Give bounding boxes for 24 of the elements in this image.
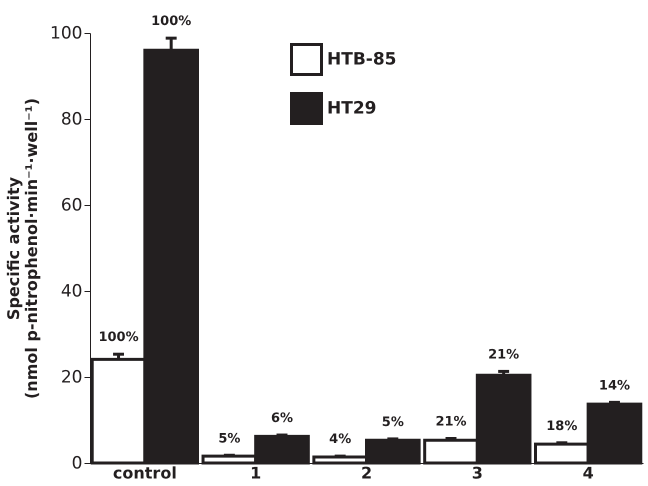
legend-label: HT29 xyxy=(327,98,376,118)
annotation: 18% xyxy=(546,418,578,434)
y-tick-label: 40 xyxy=(60,282,82,302)
annotation: 6% xyxy=(270,411,294,426)
annotation: 4% xyxy=(329,432,352,448)
y-tick-label: 60 xyxy=(60,196,82,216)
y-axis-title: Specific activity (nmol p-nitrophenol·min⁻¹·well⁻¹) xyxy=(4,98,42,400)
annotation: 5% xyxy=(382,414,404,430)
x-tick-label: 1 xyxy=(250,464,262,482)
annotation: 21% xyxy=(488,347,520,362)
x-tick-label: control xyxy=(112,464,177,482)
legend-label: HTB-85 xyxy=(327,50,396,70)
x-tick-label: 2 xyxy=(360,464,372,482)
annotation: 21% xyxy=(435,414,467,430)
annotation: 100% xyxy=(98,330,139,346)
y-tick-label: 80 xyxy=(60,110,82,130)
y-tick-label: 0 xyxy=(72,454,82,474)
y-tick-label: 100 xyxy=(50,24,82,44)
annotation: 5% xyxy=(218,431,240,446)
x-tick-label: 3 xyxy=(472,464,483,482)
y-tick-label: 20 xyxy=(60,368,82,388)
annotation: 14% xyxy=(598,378,630,394)
x-tick-label: 4 xyxy=(582,464,594,482)
annotation: 100% xyxy=(151,14,192,30)
